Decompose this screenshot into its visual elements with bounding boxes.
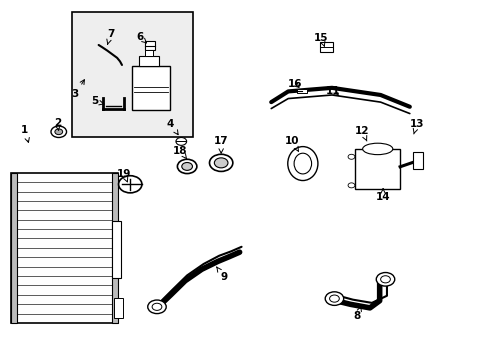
- Text: 5: 5: [91, 96, 104, 107]
- Text: 18: 18: [173, 146, 187, 159]
- Text: 11: 11: [325, 86, 340, 96]
- Text: 13: 13: [409, 118, 424, 134]
- Text: 8: 8: [353, 306, 361, 321]
- Bar: [145, 50, 153, 56]
- Bar: [11, 173, 118, 323]
- Text: 14: 14: [375, 189, 389, 202]
- Text: 10: 10: [285, 136, 299, 151]
- Text: 17: 17: [213, 136, 228, 153]
- Circle shape: [375, 273, 394, 286]
- Circle shape: [325, 292, 343, 305]
- Text: 19: 19: [117, 168, 131, 182]
- Ellipse shape: [362, 143, 392, 155]
- Text: 16: 16: [288, 79, 302, 89]
- Bar: [355, 149, 399, 189]
- Bar: [131, 66, 169, 111]
- Circle shape: [182, 162, 192, 170]
- Ellipse shape: [287, 147, 317, 180]
- Text: 9: 9: [216, 267, 227, 282]
- Ellipse shape: [293, 153, 311, 174]
- Text: 4: 4: [166, 118, 178, 135]
- Text: 12: 12: [354, 126, 368, 141]
- Text: 1: 1: [21, 125, 29, 142]
- Circle shape: [380, 276, 389, 283]
- Bar: [296, 89, 306, 93]
- Circle shape: [329, 295, 339, 302]
- Circle shape: [176, 138, 186, 145]
- Circle shape: [209, 154, 232, 171]
- Bar: [112, 173, 118, 323]
- Text: 3: 3: [72, 80, 84, 99]
- Bar: [112, 221, 121, 278]
- Circle shape: [177, 159, 197, 174]
- Text: 2: 2: [54, 118, 61, 131]
- Circle shape: [147, 300, 166, 314]
- Circle shape: [118, 176, 142, 193]
- Circle shape: [55, 129, 62, 135]
- Bar: [11, 173, 18, 323]
- Circle shape: [214, 158, 227, 168]
- Bar: [319, 42, 333, 52]
- Bar: [139, 56, 159, 66]
- Circle shape: [51, 126, 66, 138]
- Bar: [72, 12, 193, 137]
- Bar: [145, 41, 155, 50]
- Circle shape: [347, 154, 354, 159]
- Circle shape: [152, 303, 162, 310]
- Text: 6: 6: [136, 32, 146, 43]
- Bar: [114, 298, 122, 318]
- Bar: [412, 152, 423, 169]
- Text: 15: 15: [313, 33, 328, 46]
- Text: 7: 7: [106, 28, 114, 44]
- Circle shape: [347, 183, 354, 188]
